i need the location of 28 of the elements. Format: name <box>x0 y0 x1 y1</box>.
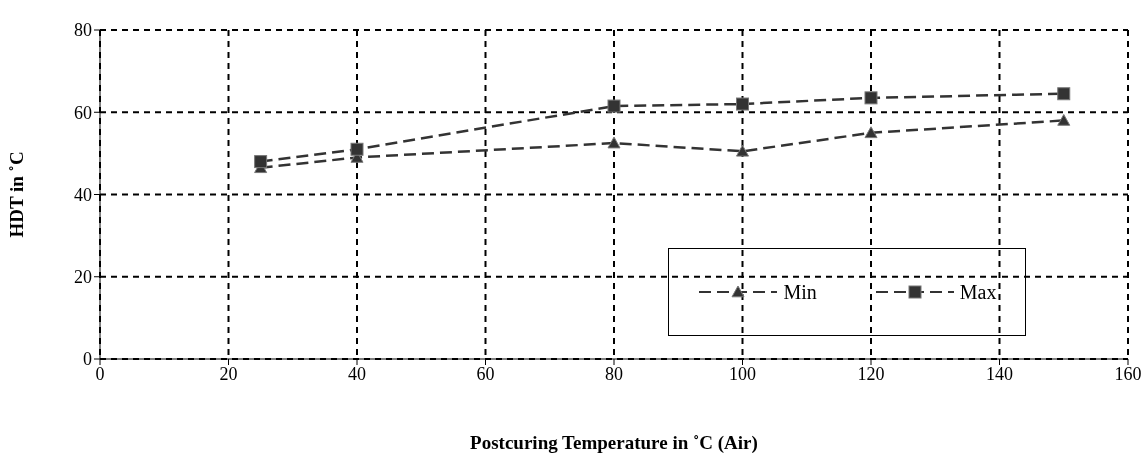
point <box>350 142 364 156</box>
x-tick-label: 120 <box>857 363 885 384</box>
point <box>607 136 621 149</box>
point <box>736 144 749 157</box>
x-tick-label: 0 <box>95 363 105 384</box>
x-tick-label: 100 <box>729 363 756 384</box>
y-tick-label: 0 <box>83 349 92 370</box>
y-tick-label: 40 <box>74 184 92 205</box>
x-tick-label: 40 <box>348 363 366 384</box>
x-axis-title: Postcuring Temperature in ˚C (Air) <box>470 432 758 454</box>
point <box>254 155 268 169</box>
y-tick-label: 80 <box>74 20 92 41</box>
y-tick-label: 20 <box>74 267 92 288</box>
point <box>1057 113 1071 126</box>
point <box>864 126 878 139</box>
x-tick-label: 80 <box>605 363 623 384</box>
x-tick-label: 60 <box>476 363 495 384</box>
point <box>736 97 749 111</box>
point <box>1057 87 1071 101</box>
y-axis-title: HDT in ˚C <box>5 151 27 238</box>
x-tick-label: 140 <box>986 363 1013 384</box>
x-tick-label: 160 <box>1114 363 1142 384</box>
point <box>607 99 621 113</box>
legend-label: Max <box>959 280 997 304</box>
legend-label: Min <box>783 280 817 304</box>
x-tick-label: 20 <box>219 363 238 384</box>
y-tick-label: 60 <box>74 102 92 123</box>
point <box>864 91 878 105</box>
